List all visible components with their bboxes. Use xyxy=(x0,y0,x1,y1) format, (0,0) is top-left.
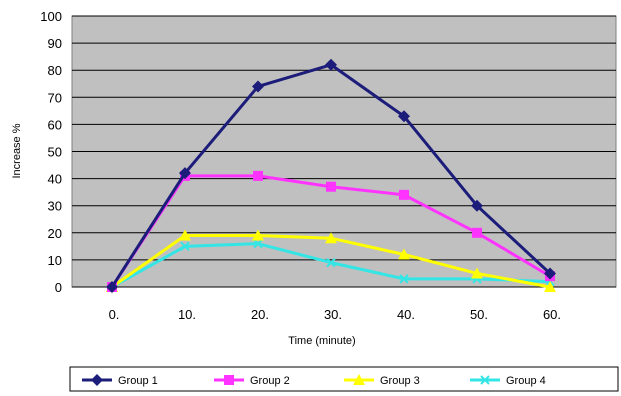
y-axis-ticks: 0 10 20 30 40 50 60 70 80 90 100 xyxy=(40,9,62,295)
data-point xyxy=(106,281,118,293)
data-point xyxy=(399,274,409,284)
series-layer xyxy=(106,58,556,293)
legend-label: Group 2 xyxy=(250,375,290,387)
data-point xyxy=(399,189,409,200)
y-tick-label: 80 xyxy=(48,63,62,78)
legend-label: Group 4 xyxy=(506,375,546,387)
data-point xyxy=(253,170,263,181)
y-tick-label: 20 xyxy=(48,226,62,241)
data-point xyxy=(252,229,264,241)
data-point xyxy=(179,229,191,241)
y-tick-label: 10 xyxy=(48,253,62,268)
x-tick-label: 40. xyxy=(397,307,415,322)
data-point xyxy=(398,248,410,260)
series-group-1 xyxy=(106,58,556,293)
y-tick-label: 0 xyxy=(55,280,62,295)
data-point xyxy=(544,281,556,292)
x-axis-ticks: 0. 10. 20. 30. 40. 50. 60. xyxy=(109,307,561,322)
data-point xyxy=(398,110,410,123)
y-axis-title: Increase % xyxy=(11,123,23,178)
legend-item-group-1: Group 1 xyxy=(82,374,158,387)
legend-label: Group 3 xyxy=(380,375,420,387)
data-point xyxy=(325,58,337,71)
y-tick-label: 70 xyxy=(48,90,62,105)
y-tick-label: 30 xyxy=(48,199,62,214)
data-point xyxy=(253,238,263,249)
data-point xyxy=(471,199,483,212)
y-tick-label: 50 xyxy=(48,145,62,160)
legend-item-group-3: Group 3 xyxy=(344,374,420,387)
y-tick-label: 100 xyxy=(40,9,62,24)
x-tick-label: 50. xyxy=(470,307,488,322)
data-point xyxy=(179,167,191,180)
data-point xyxy=(252,80,264,93)
legend-marker xyxy=(480,375,490,385)
y-tick-label: 90 xyxy=(48,36,62,51)
x-tick-label: 30. xyxy=(324,307,342,322)
legend-marker xyxy=(91,374,103,386)
y-tick-label: 40 xyxy=(48,172,62,187)
data-point xyxy=(472,227,482,238)
x-axis-title: Time (minute) xyxy=(288,335,355,347)
x-tick-label: 20. xyxy=(251,307,269,322)
legend: Group 1 Group 2 Group 3 Group 4 xyxy=(69,366,619,392)
legend-item-group-2: Group 2 xyxy=(214,375,290,387)
x-tick-label: 10. xyxy=(178,307,196,322)
legend-label: Group 1 xyxy=(118,375,158,387)
y-tick-label: 60 xyxy=(48,117,62,132)
data-point xyxy=(544,267,556,280)
data-point xyxy=(325,232,337,244)
legend-marker xyxy=(353,374,365,385)
x-tick-label: 60. xyxy=(543,307,561,322)
x-tick-label: 0. xyxy=(109,307,120,322)
legend-item-group-4: Group 4 xyxy=(470,375,546,387)
legend-marker xyxy=(224,375,234,385)
data-point xyxy=(326,257,336,268)
data-point xyxy=(326,181,336,192)
data-point xyxy=(180,241,190,252)
data-point xyxy=(471,267,483,279)
